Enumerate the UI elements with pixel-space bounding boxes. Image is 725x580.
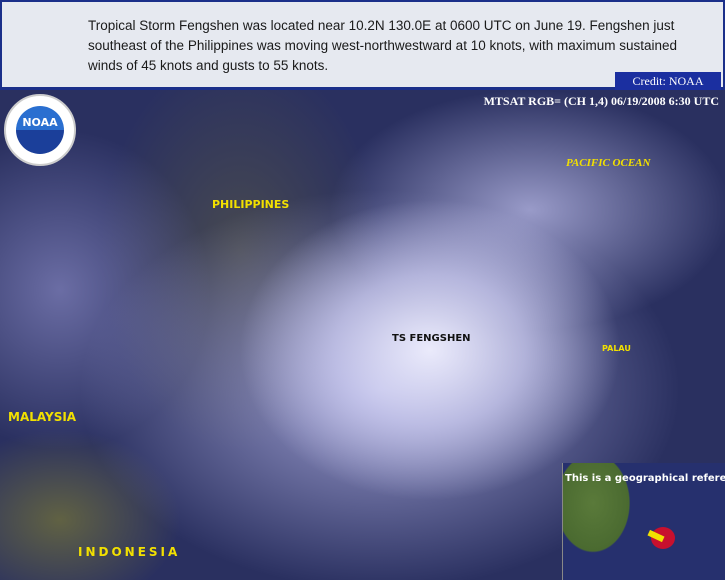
reference-inset-map: This is a geographical reference — [562, 463, 725, 580]
label-malaysia: MALAYSIA — [8, 410, 77, 424]
label-storm: TS FENGSHEN — [392, 333, 471, 344]
caption-text: Tropical Storm Fengshen was located near… — [88, 18, 678, 73]
caption-header: Tropical Storm Fengshen was located near… — [0, 0, 725, 91]
sensor-label: MTSAT RGB= (CH 1,4) 06/19/2008 6:30 UTC — [483, 94, 719, 108]
label-philippines: PHILIPPINES — [212, 198, 290, 211]
label-pacific-ocean: PACIFIC OCEAN — [566, 157, 651, 169]
satellite-image: NOAA MTSAT RGB= (CH 1,4) 06/19/2008 6:30… — [0, 90, 725, 580]
label-palau: PALAU — [602, 344, 631, 353]
noaa-logo: NOAA — [4, 94, 76, 166]
credit-badge: Credit: NOAA — [615, 72, 721, 91]
label-indonesia: INDONESIA — [78, 545, 181, 559]
inset-caption: This is a geographical reference — [565, 473, 725, 484]
